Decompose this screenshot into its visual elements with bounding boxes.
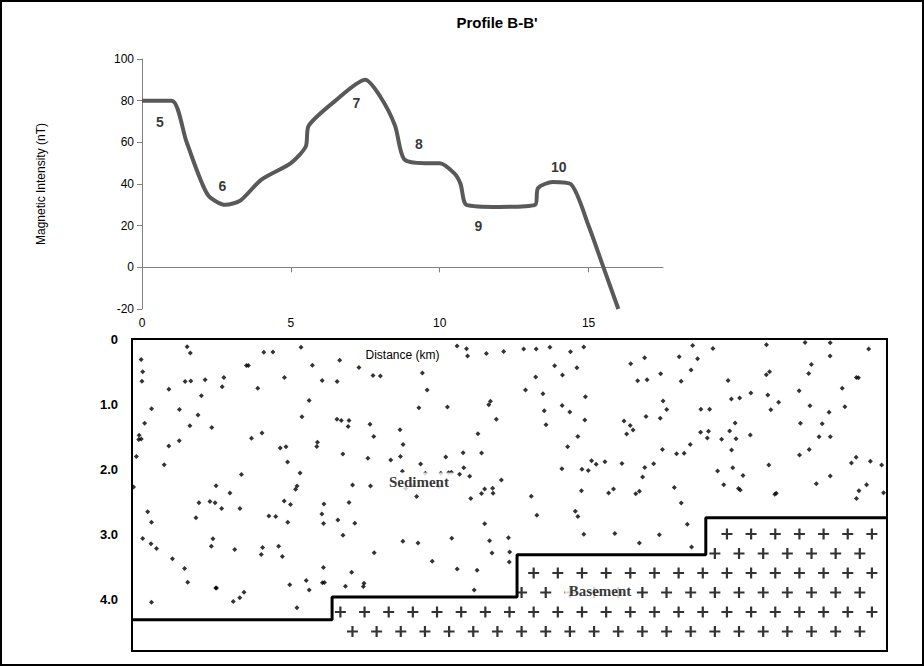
svg-text:10: 10 [433, 316, 447, 330]
svg-text:0: 0 [127, 260, 134, 274]
svg-text:60: 60 [121, 135, 135, 149]
svg-text:Basement: Basement [569, 583, 632, 599]
svg-text:6: 6 [218, 178, 226, 194]
svg-text:10: 10 [551, 159, 567, 175]
svg-text:0: 0 [139, 316, 146, 330]
svg-text:Magnetic Intensity (nT): Magnetic Intensity (nT) [34, 123, 48, 245]
svg-text:9: 9 [475, 218, 483, 234]
svg-text:-20: -20 [117, 302, 135, 316]
svg-text:1.0: 1.0 [100, 397, 118, 412]
svg-text:40: 40 [121, 177, 135, 191]
svg-text:Distance (km): Distance (km) [365, 348, 439, 362]
svg-text:8: 8 [415, 136, 423, 152]
svg-text:Profile B-B': Profile B-B' [456, 14, 537, 31]
svg-text:0: 0 [111, 332, 118, 347]
svg-text:100: 100 [114, 52, 134, 66]
svg-text:15: 15 [582, 316, 596, 330]
svg-text:7: 7 [352, 95, 360, 111]
svg-text:5: 5 [156, 114, 164, 130]
svg-text:80: 80 [121, 94, 135, 108]
svg-text:3.0: 3.0 [100, 527, 118, 542]
svg-text:5: 5 [288, 316, 295, 330]
svg-text:2.0: 2.0 [100, 462, 118, 477]
svg-text:Sediment: Sediment [389, 474, 449, 490]
svg-text:20: 20 [121, 219, 135, 233]
svg-text:4.0: 4.0 [100, 592, 118, 607]
